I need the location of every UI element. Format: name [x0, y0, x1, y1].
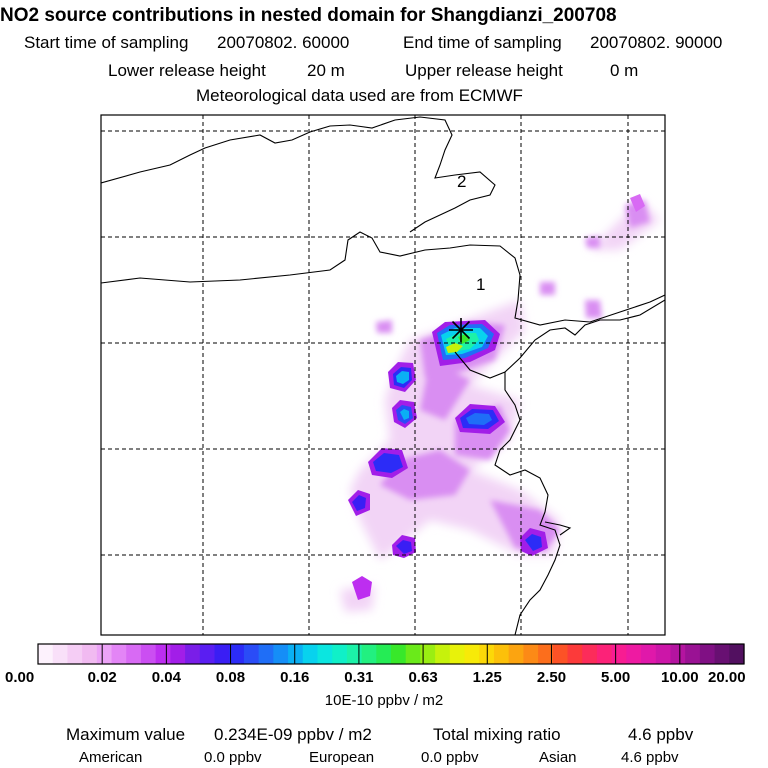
upper-release-value: 0 m — [610, 61, 639, 80]
colorbar-swatch — [67, 644, 83, 664]
colorbar-tick-label: 10.00 — [661, 669, 699, 686]
colorbar-swatch — [140, 644, 157, 664]
colorbar-swatch — [508, 644, 524, 664]
region-european-name: European — [309, 749, 375, 766]
colorbar-swatch — [243, 644, 260, 664]
colorbar-tick-label: 0.16 — [280, 669, 310, 686]
colorbar-swatch — [493, 644, 510, 664]
coastline — [101, 116, 665, 635]
colorbar — [37, 643, 745, 665]
region-american-value: 0.0 ppbv — [204, 749, 262, 766]
end-time-value: 20070802. 90000 — [590, 33, 723, 52]
colorbar-swatch — [523, 644, 539, 664]
region-european-value: 0.0 ppbv — [421, 749, 479, 766]
colorbar-frame — [37, 643, 745, 665]
colorbar-swatch — [214, 644, 230, 664]
colorbar-swatch — [52, 644, 69, 664]
colorbar-tick-label: 0.00 — [5, 669, 35, 686]
region-asian-value: 4.6 ppbv — [621, 749, 679, 766]
met-data-line: Meteorological data used are from ECMWF — [196, 86, 523, 105]
asterisk-icon — [449, 318, 473, 342]
colorbar-swatch — [420, 644, 436, 664]
chart-title: NO2 source contributions in nested domai… — [0, 5, 617, 26]
lower-release-value: 20 m — [307, 61, 345, 80]
colorbar-tick-label: 5.00 — [601, 669, 631, 686]
colorbar-tick-label: 0.31 — [344, 669, 374, 686]
colorbar-swatch — [96, 644, 113, 664]
colorbar-swatch — [111, 644, 127, 664]
colorbar-swatch — [729, 644, 745, 664]
colorbar-swatch — [346, 644, 363, 664]
colorbar-swatch — [126, 644, 142, 664]
colorbar-swatch — [258, 644, 274, 664]
end-time-label: End time of sampling — [403, 33, 562, 52]
start-time-label: Start time of sampling — [24, 33, 189, 52]
colorbar-swatch — [288, 644, 304, 664]
colorbar-swatch — [641, 644, 657, 664]
colorbar-swatch — [685, 644, 701, 664]
max-value: 0.234E-09 ppbv / m2 — [214, 725, 372, 744]
colorbar-swatch — [229, 644, 245, 664]
map-frame — [100, 114, 666, 636]
colorbar-swatch — [405, 644, 422, 664]
colorbar-tick-label: 20.00 — [708, 669, 746, 686]
colorbar-swatch — [170, 644, 186, 664]
colorbar-swatch — [185, 644, 201, 664]
colorbar-swatch — [155, 644, 171, 664]
concentration-field — [340, 194, 660, 612]
colorbar-swatch — [391, 644, 407, 664]
colorbar-swatch — [552, 644, 569, 664]
colorbar-swatch — [376, 644, 392, 664]
region-american-name: American — [79, 749, 143, 766]
colorbar-swatch — [435, 644, 451, 664]
lat-lon-grid — [101, 115, 665, 635]
marker-1: 1 — [476, 275, 485, 294]
colorbar-swatch — [361, 644, 377, 664]
colorbar-swatch — [714, 644, 730, 664]
colorbar-swatch — [670, 644, 686, 664]
plume-strong-layer — [348, 194, 645, 600]
colorbar-swatch — [332, 644, 348, 664]
start-time-value: 20070802. 60000 — [217, 33, 350, 52]
colorbar-tick-label: 0.02 — [87, 669, 117, 686]
upper-release-label: Upper release height — [405, 61, 563, 80]
colorbar-swatch — [317, 644, 333, 664]
colorbar-swatch — [626, 644, 642, 664]
colorbar-swatch — [199, 644, 216, 664]
total-mixing-value: 4.6 ppbv — [628, 725, 694, 744]
colorbar-swatch — [273, 644, 289, 664]
colorbar-swatch — [582, 644, 598, 664]
colorbar-swatch — [538, 644, 554, 664]
colorbar-tick-label: 0.04 — [151, 669, 181, 686]
units-label: 10E-10 ppbv / m2 — [324, 692, 444, 709]
marker-2: 2 — [457, 172, 466, 191]
colorbar-tick-label: 0.08 — [215, 669, 246, 686]
colorbar-swatch — [464, 644, 480, 664]
colorbar-swatch — [699, 644, 716, 664]
colorbar-swatch — [655, 644, 672, 664]
max-value-label: Maximum value — [66, 725, 186, 744]
colorbar-swatch — [302, 644, 319, 664]
colorbar-tick-label: 1.25 — [472, 669, 502, 686]
colorbar-swatch — [38, 644, 54, 664]
colorbar-swatch — [611, 644, 627, 664]
colorbar-swatch — [567, 644, 583, 664]
colorbar-tick-label: 0.63 — [408, 669, 438, 686]
colorbar-swatch — [82, 644, 98, 664]
lower-release-label: Lower release height — [108, 61, 266, 80]
region-asian-name: Asian — [539, 749, 577, 766]
colorbar-tick-label: 2.50 — [536, 669, 567, 686]
colorbar-swatch — [449, 644, 466, 664]
total-mixing-label: Total mixing ratio — [433, 725, 561, 744]
colorbar-swatch — [596, 644, 613, 664]
